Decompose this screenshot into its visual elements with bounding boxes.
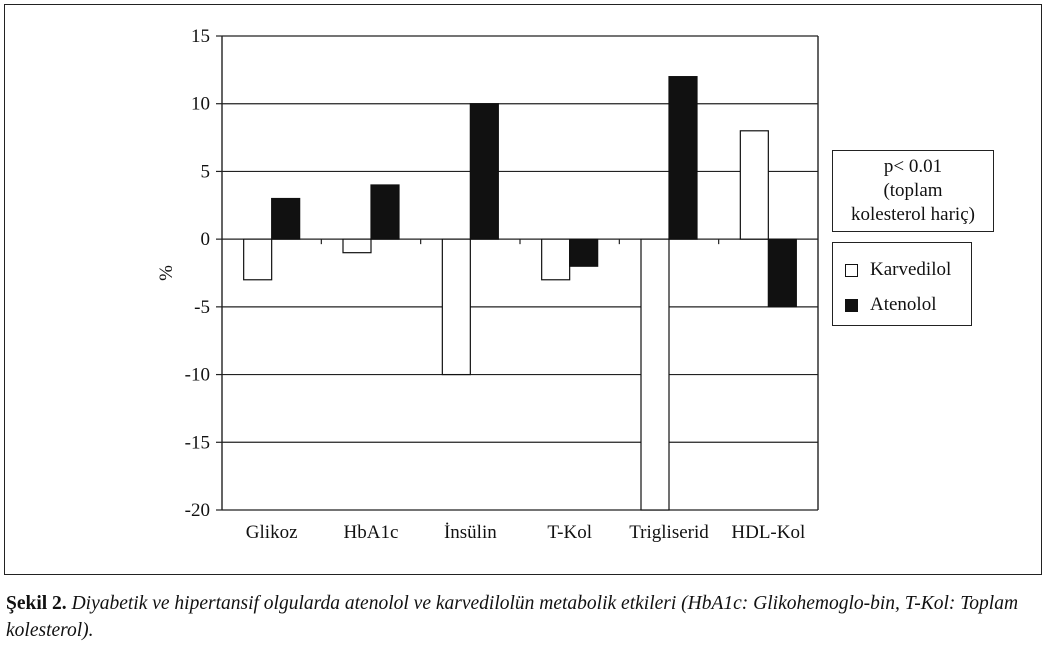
legend-label-atenolol: Atenolol <box>870 294 937 315</box>
y-tick-label: -10 <box>185 365 210 386</box>
legend-label-karvedilol: Karvedilol <box>870 259 952 280</box>
bar-karvedilol-5 <box>739 130 769 240</box>
legend-swatch-atenolol <box>845 298 858 312</box>
bar-karvedilol-3 <box>541 238 571 281</box>
significance-note: p< 0.01 (toplam kolesterol hariç) <box>832 150 994 232</box>
figure-caption: Şekil 2. Diyabetik ve hipertansif olgula… <box>6 590 1042 644</box>
y-tick-label: 15 <box>191 26 210 47</box>
y-tick-label: 5 <box>201 161 211 182</box>
note-line-1: p< 0.01 <box>883 156 943 177</box>
legend-item-karvedilol: Karvedilol <box>845 259 951 281</box>
grid-lines <box>216 35 818 511</box>
bar-atenolol-4 <box>668 76 698 240</box>
x-category-label: HbA1c <box>344 522 399 543</box>
y-tick-label: 0 <box>201 229 211 250</box>
bar-karvedilol-2 <box>441 238 471 376</box>
bar-chart: 15 10 5 0 -5 -10 -15 -20 Glikoz HbA1c İnsülin T-Ko… <box>156 26 819 543</box>
note-line-2: (toplam <box>883 180 943 201</box>
bar-karvedilol-0 <box>243 238 273 281</box>
y-tick-labels: 15 10 5 0 -5 -10 -15 -20 <box>185 26 210 521</box>
x-category-label: İnsülin <box>444 522 497 543</box>
note-line-3: kolesterol hariç) <box>851 204 975 225</box>
y-tick-label: 10 <box>191 94 210 115</box>
y-axis-label: % <box>156 265 177 281</box>
bar-karvedilol-1 <box>342 238 372 254</box>
y-tick-label: -5 <box>194 297 210 318</box>
bar-karvedilol-4 <box>640 238 670 511</box>
y-tick-label: -20 <box>185 500 210 521</box>
caption-label: Şekil 2. <box>6 593 67 614</box>
x-category-labels: Glikoz HbA1c İnsülin T-Kol Trigliserid HDL-Ko… <box>246 522 805 543</box>
x-category-label: Trigliserid <box>629 522 709 543</box>
bar-atenolol-5 <box>767 238 797 308</box>
legend: Karvedilol Atenolol <box>832 242 972 326</box>
figure-frame <box>4 4 1042 575</box>
x-category-label: T-Kol <box>547 522 592 543</box>
bar-atenolol-0 <box>271 197 301 240</box>
caption-text: Diyabetik ve hipertansif olgularda ateno… <box>6 593 1019 641</box>
bar-atenolol-1 <box>370 184 400 240</box>
axes <box>221 36 819 510</box>
legend-swatch-karvedilol <box>845 263 858 277</box>
x-category-label: HDL-Kol <box>731 522 805 543</box>
bars <box>243 76 797 511</box>
bar-atenolol-2 <box>469 103 499 240</box>
x-category-label: Glikoz <box>246 522 298 543</box>
bar-atenolol-3 <box>569 238 599 267</box>
y-tick-label: -15 <box>185 432 210 453</box>
legend-item-atenolol: Atenolol <box>845 294 937 316</box>
